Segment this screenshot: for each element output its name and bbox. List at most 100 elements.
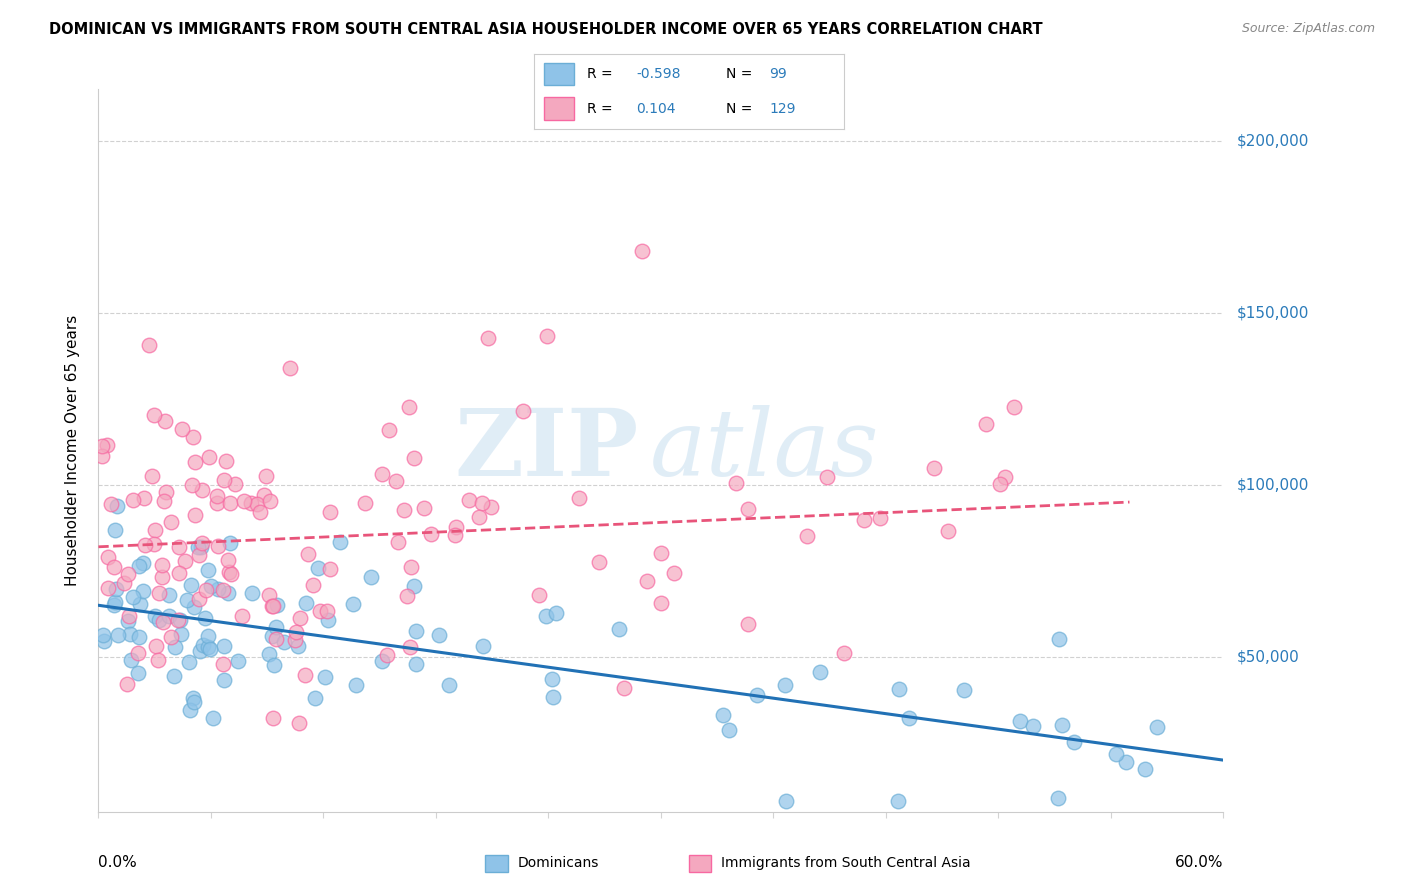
Point <box>117 615 139 629</box>
Point <box>1008 714 1031 729</box>
Point <box>650 596 672 610</box>
Point <box>974 417 997 431</box>
Point <box>370 467 392 481</box>
Point <box>316 604 339 618</box>
Point <box>568 491 591 505</box>
Point <box>205 496 228 510</box>
Point <box>221 566 243 581</box>
Point <box>527 588 550 602</box>
Point <box>176 593 198 607</box>
Text: 129: 129 <box>769 102 796 116</box>
Point <box>155 484 177 499</box>
Text: $200,000: $200,000 <box>1237 133 1309 148</box>
Point <box>254 469 277 483</box>
Point <box>121 493 143 508</box>
Point <box>398 400 420 414</box>
Point <box>96 437 118 451</box>
Point <box>717 723 740 738</box>
Point <box>541 672 564 686</box>
Point <box>399 640 422 654</box>
Point <box>211 657 233 672</box>
Point <box>512 404 534 418</box>
Point <box>246 496 269 510</box>
Point <box>444 520 467 534</box>
Text: $150,000: $150,000 <box>1237 305 1309 320</box>
Point <box>215 454 238 468</box>
Point <box>385 474 408 488</box>
Point <box>184 455 207 469</box>
Point <box>264 632 287 647</box>
Point <box>226 654 249 668</box>
Point <box>253 487 276 501</box>
Point <box>183 600 205 615</box>
Point <box>188 643 211 657</box>
Point <box>832 647 855 661</box>
Text: Source: ZipAtlas.com: Source: ZipAtlas.com <box>1241 22 1375 36</box>
Point <box>273 635 295 649</box>
Point <box>344 678 367 692</box>
Point <box>1063 735 1085 749</box>
Point <box>240 586 263 600</box>
Point <box>180 478 202 492</box>
Text: 99: 99 <box>769 67 787 81</box>
FancyBboxPatch shape <box>544 97 575 120</box>
Point <box>287 639 309 653</box>
Point <box>897 711 920 725</box>
Text: 60.0%: 60.0% <box>1175 855 1223 870</box>
Point <box>725 475 748 490</box>
Point <box>1050 718 1073 732</box>
Point <box>711 707 734 722</box>
Point <box>316 613 339 627</box>
Point <box>404 579 426 593</box>
Point <box>190 541 212 555</box>
Point <box>342 598 364 612</box>
Text: Dominicans: Dominicans <box>517 856 599 871</box>
Point <box>405 657 427 672</box>
Point <box>887 794 910 808</box>
Point <box>631 244 654 258</box>
Point <box>127 665 149 680</box>
Point <box>650 546 672 560</box>
Point <box>134 538 156 552</box>
Point <box>183 695 205 709</box>
Point <box>232 493 254 508</box>
Point <box>169 566 191 581</box>
Point <box>170 421 193 435</box>
Point <box>471 496 494 510</box>
Point <box>187 592 209 607</box>
Point <box>458 492 481 507</box>
Point <box>808 665 831 679</box>
Point <box>239 496 262 510</box>
Point <box>399 559 422 574</box>
Point <box>219 496 242 510</box>
Point <box>815 470 838 484</box>
Point <box>201 711 224 725</box>
Point <box>103 598 125 612</box>
Point <box>1047 790 1070 805</box>
Point <box>194 611 217 625</box>
Point <box>163 640 186 655</box>
Point <box>295 596 318 610</box>
Point <box>148 613 170 627</box>
Point <box>97 581 120 595</box>
Point <box>262 599 284 613</box>
Point <box>132 584 155 599</box>
Point <box>132 491 155 505</box>
Text: Immigrants from South Central Asia: Immigrants from South Central Asia <box>721 856 972 871</box>
Point <box>197 640 219 654</box>
Point <box>405 624 427 639</box>
Point <box>190 483 212 497</box>
Point <box>288 611 311 625</box>
Point <box>994 469 1017 483</box>
Point <box>187 540 209 554</box>
Point <box>479 500 502 514</box>
Point <box>115 676 138 690</box>
Point <box>534 608 557 623</box>
Text: DOMINICAN VS IMMIGRANTS FROM SOUTH CENTRAL ASIA HOUSEHOLDER INCOME OVER 65 YEARS: DOMINICAN VS IMMIGRANTS FROM SOUTH CENTR… <box>49 22 1043 37</box>
Point <box>217 586 239 600</box>
Point <box>284 632 307 647</box>
Point <box>127 646 149 660</box>
Text: atlas: atlas <box>650 406 879 495</box>
Point <box>988 477 1011 491</box>
Point <box>153 414 176 428</box>
